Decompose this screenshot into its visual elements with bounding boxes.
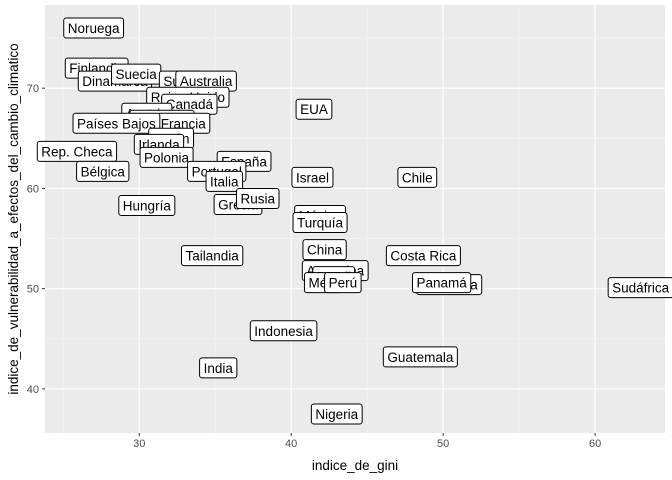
point-label: Turquía (292, 212, 348, 234)
grid-minor (45, 5, 665, 433)
point-label: Chile (397, 166, 438, 188)
point-label-text: Nigeria (315, 407, 358, 422)
point-label-text: Sudáfrica (612, 281, 670, 296)
point-label-text: Países Bajos (77, 116, 156, 131)
point-label: Italia (205, 170, 244, 192)
point-label-text: Bélgica (81, 164, 126, 179)
point-label-text: Indonesia (254, 324, 313, 339)
point-label-box (249, 320, 318, 342)
point-label-text: Chile (402, 170, 433, 185)
point-label-box (205, 170, 244, 192)
point-label: Costa Rica (385, 245, 461, 267)
point-label-text: Suecia (116, 67, 158, 82)
point-label-box (411, 272, 472, 294)
point-labels: NoruegaFinlandiaDinamarcaSueciaSuizaAust… (36, 17, 672, 425)
point-label-box (36, 140, 118, 162)
point-label: Israel (291, 166, 334, 188)
point-label: China (302, 239, 347, 261)
point-label-text: Panamá (416, 276, 467, 291)
point-label: Polonia (139, 146, 194, 168)
point-label-box (63, 17, 125, 39)
point-label-text: Israel (296, 170, 329, 185)
point-label: Perú (324, 272, 362, 294)
point-label-box (302, 239, 347, 261)
point-label-text: Canadá (166, 97, 214, 112)
point-label-box (382, 346, 458, 368)
point-label-text: Costa Rica (390, 249, 457, 264)
point-label-box (607, 277, 672, 299)
point-label: EUA (295, 98, 333, 120)
point-label-box (291, 166, 334, 188)
x-axis-title: indice_de_gini (312, 458, 398, 473)
point-label-text: Turquía (297, 216, 344, 231)
point-label: Rep. Checa (36, 140, 118, 162)
point-label-box (72, 112, 161, 134)
y-axis-title: indice_de_vulnerabilidad_a_efectos_del_c… (6, 43, 21, 394)
point-label: Bélgica (76, 160, 130, 182)
x-tick-label: 30 (133, 438, 145, 450)
point-label: Canadá (161, 93, 218, 115)
point-label-box (235, 187, 280, 209)
point-label: Tailandia (181, 245, 244, 267)
point-label-text: Guatemala (387, 350, 454, 365)
point-label-text: Francia (161, 116, 207, 131)
y-tick-label: 60 (27, 183, 39, 195)
point-label-text: China (307, 243, 343, 258)
point-label: Suecia (111, 63, 162, 85)
point-label: Nigeria (310, 403, 363, 425)
point-label-text: Hungría (123, 198, 172, 213)
point-label-text: Italia (210, 174, 239, 189)
point-label-text: Perú (329, 276, 358, 291)
point-label-text: EUA (300, 102, 328, 117)
point-label-box (181, 245, 244, 267)
point-label: Australia (175, 70, 237, 92)
point-label-text: Polonia (144, 150, 190, 165)
point-label-text: India (204, 361, 234, 376)
point-label-box (310, 403, 363, 425)
point-label-text: Noruega (68, 21, 120, 36)
y-tick-label: 70 (27, 83, 39, 95)
x-axis-ticks: 30 40 50 60 (133, 433, 601, 450)
point-label: Indonesia (249, 320, 318, 342)
point-label-text: Rusia (240, 191, 275, 206)
point-label: Países Bajos (72, 112, 161, 134)
point-label: Hungría (118, 194, 176, 216)
point-label-box (324, 272, 362, 294)
point-label: Guatemala (382, 346, 458, 368)
x-tick-label: 60 (589, 438, 601, 450)
y-tick-label: 40 (27, 384, 39, 396)
y-axis-ticks: 40 50 60 70 (27, 83, 45, 396)
point-label-text: Tailandia (186, 249, 240, 264)
y-tick-label: 50 (27, 284, 39, 296)
point-label-text: Rep. Checa (41, 144, 113, 159)
point-label: India (199, 357, 238, 379)
point-label-box (139, 146, 194, 168)
point-label-box (385, 245, 461, 267)
point-label-box (199, 357, 238, 379)
point-label: Noruega (63, 17, 125, 39)
x-tick-label: 50 (437, 438, 449, 450)
point-label-box (118, 194, 176, 216)
point-label-box (397, 166, 438, 188)
x-tick-label: 40 (285, 438, 297, 450)
point-label: Rusia (235, 187, 280, 209)
point-label-text: Australia (180, 74, 233, 89)
point-label-box (295, 98, 333, 120)
point-label: Sudáfrica (607, 277, 672, 299)
point-label: Panamá (411, 272, 472, 294)
point-label-box (292, 212, 348, 234)
point-label-box (76, 160, 130, 182)
